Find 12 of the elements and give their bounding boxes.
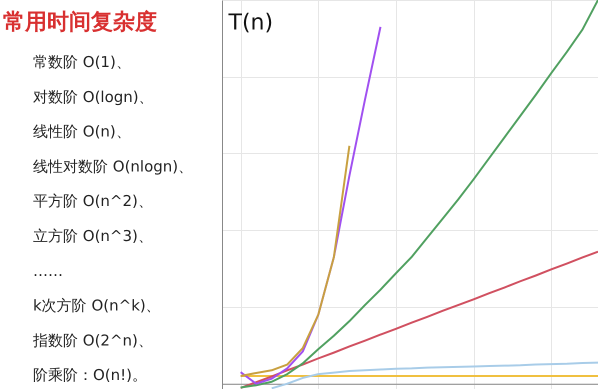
text: 常用时间复杂度 bbox=[3, 9, 157, 35]
text: 立方阶 O(n^3)、 bbox=[33, 227, 153, 245]
text: 线性阶 O(n)、 bbox=[33, 122, 131, 141]
text: 对数阶 O(logn)、 bbox=[33, 88, 154, 106]
text: 平方阶 O(n^2)、 bbox=[33, 192, 153, 210]
text: 阶乘阶：O(n!)。 bbox=[33, 366, 148, 384]
text: …… bbox=[33, 262, 63, 280]
text: 线性对数阶 O(nlogn)、 bbox=[33, 157, 194, 176]
y-axis-title: T(n) bbox=[228, 10, 274, 36]
text: k次方阶 O(n^k)、 bbox=[33, 296, 161, 315]
text: 常数阶 O(1)、 bbox=[33, 53, 131, 71]
text: 指数阶 O(2^n)、 bbox=[32, 331, 153, 350]
